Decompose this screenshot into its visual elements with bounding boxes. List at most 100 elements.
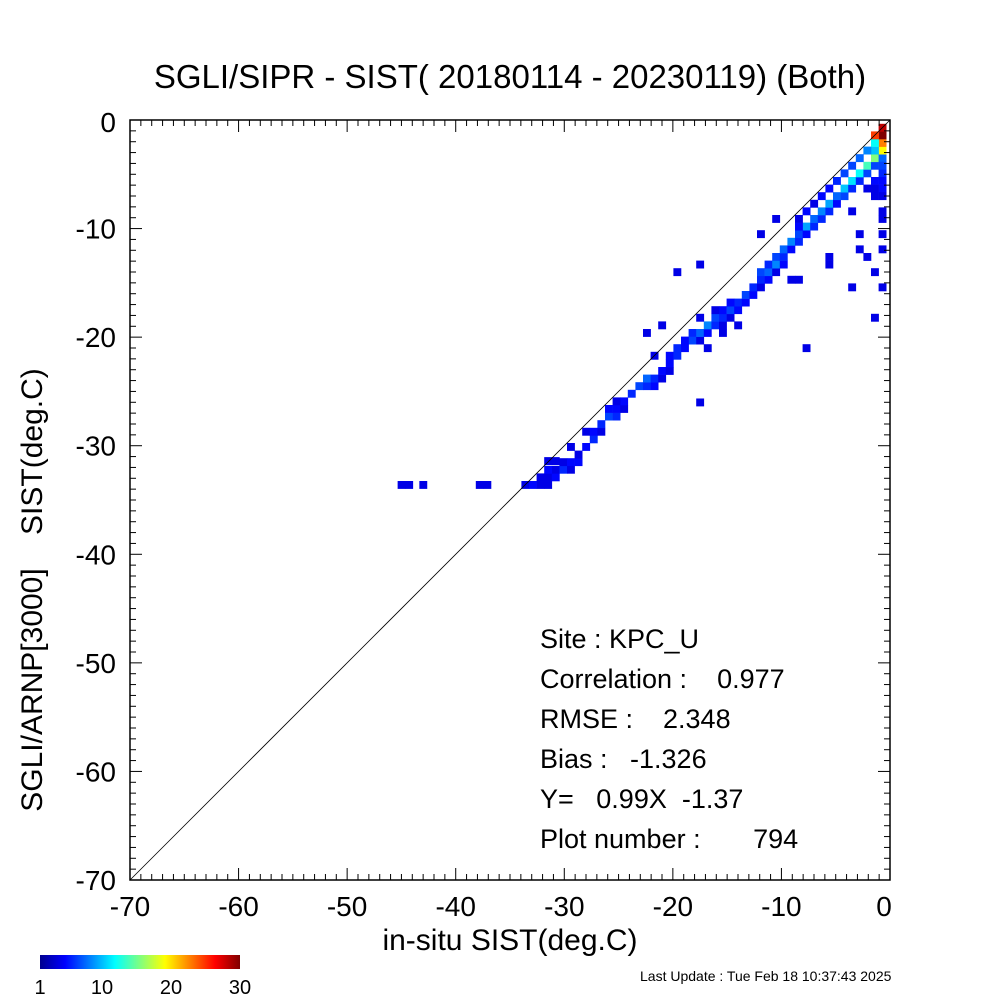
heatmap-cell xyxy=(871,146,879,155)
heatmap-cell xyxy=(544,481,553,489)
y-tick-label: -40 xyxy=(76,539,116,570)
heatmap-cell xyxy=(878,245,887,254)
heatmap-cell xyxy=(419,481,428,489)
heatmap-cell xyxy=(627,389,636,398)
colorbar-tick-label: 1 xyxy=(34,977,45,999)
heatmap-cell xyxy=(605,405,613,413)
heatmap-cell xyxy=(605,412,613,421)
heatmap-cell xyxy=(711,313,720,322)
x-tick-label: -10 xyxy=(761,891,801,922)
heatmap-cell xyxy=(635,382,644,391)
heatmap-cell xyxy=(612,397,621,406)
heatmap-cell xyxy=(665,359,674,368)
heatmap-cell xyxy=(848,184,857,193)
heatmap-cell xyxy=(741,298,750,307)
heatmap-cell xyxy=(658,374,667,383)
heatmap-cell xyxy=(817,192,826,201)
heatmap-cell xyxy=(878,169,887,178)
heatmap-cell xyxy=(696,313,705,322)
heatmap-cell xyxy=(574,458,583,467)
heatmap-cell xyxy=(802,344,811,353)
heatmap-cell xyxy=(787,237,796,246)
y-tick-label: 0 xyxy=(100,107,116,138)
last-update-text: Last Update : Tue Feb 18 10:37:43 2025 xyxy=(640,968,892,984)
heatmap-cell xyxy=(855,177,864,185)
heatmap-cell xyxy=(673,344,682,353)
heatmap-cell xyxy=(757,283,765,292)
heatmap-cell xyxy=(840,192,849,201)
heatmap-cell xyxy=(855,169,864,178)
y-tick-label: -50 xyxy=(76,648,116,679)
heatmap-cell xyxy=(772,260,781,269)
heatmap-cell xyxy=(833,199,841,208)
heatmap-cell xyxy=(779,253,788,261)
heatmap-cell xyxy=(397,481,406,489)
stat-plot-number: Plot number : 794 xyxy=(540,824,798,854)
heatmap-cell xyxy=(772,268,781,277)
heatmap-cell xyxy=(719,306,727,315)
heatmap-cell xyxy=(559,458,568,467)
heatmap-cell xyxy=(855,154,864,163)
heatmap-cell xyxy=(612,412,621,421)
heatmap-cell xyxy=(749,283,758,292)
heatmap-cell xyxy=(681,336,689,345)
heatmap-cell xyxy=(772,215,781,223)
x-tick-label: 0 xyxy=(876,891,892,922)
heatmap-cell xyxy=(878,184,887,193)
stat-correlation: Correlation : 0.977 xyxy=(540,664,785,694)
heatmap-cell xyxy=(764,275,773,284)
heatmap-cell xyxy=(878,192,887,201)
stat-rmse: RMSE : 2.348 xyxy=(540,704,731,734)
heatmap-cell xyxy=(559,465,568,474)
heatmap-cell xyxy=(665,351,674,360)
heatmap-cell xyxy=(650,374,659,383)
heatmap-cell xyxy=(582,427,591,436)
heatmap-cell xyxy=(650,382,659,391)
heatmap-cell xyxy=(871,313,879,322)
heatmap-cell xyxy=(878,139,887,147)
heatmap-cell xyxy=(787,275,796,284)
heatmap-cell xyxy=(597,420,606,429)
heatmap-cell xyxy=(871,268,879,277)
heatmap-cell xyxy=(871,192,879,201)
stat-regression: Y= 0.99X -1.37 xyxy=(540,784,743,814)
heatmap-cell xyxy=(795,275,803,284)
heatmap-cell xyxy=(734,321,743,330)
x-tick-label: -60 xyxy=(218,891,258,922)
heatmap-cell xyxy=(787,245,796,254)
heatmap-cell xyxy=(589,427,598,436)
heatmap-cell xyxy=(582,443,591,451)
heatmap-cell xyxy=(779,260,788,269)
y-tick-label: -20 xyxy=(76,322,116,353)
heatmap-cell xyxy=(779,245,788,254)
heatmap-cell xyxy=(665,367,674,375)
heatmap-cell xyxy=(878,207,887,216)
heatmap-cell xyxy=(757,230,765,239)
heatmap-cell xyxy=(620,397,629,406)
heatmap-cell xyxy=(551,465,560,474)
y-tick-label: -70 xyxy=(76,865,116,896)
heatmap-cell xyxy=(764,268,773,277)
stat-bias: Bias : -1.326 xyxy=(540,744,707,774)
heatmap-cell xyxy=(772,253,781,261)
heatmap-cell xyxy=(749,291,758,299)
heatmap-cell xyxy=(719,313,727,322)
heatmap-cell xyxy=(703,329,712,337)
heatmap-cell xyxy=(878,161,887,170)
heatmap-cell xyxy=(848,177,857,185)
heatmap-cell xyxy=(795,215,803,223)
stats-box: Site : KPC_U Correlation : 0.977 RMSE : … xyxy=(540,624,798,854)
heatmap-cell xyxy=(719,329,727,337)
heatmap-cell xyxy=(871,161,879,170)
heatmap-cell xyxy=(848,283,857,292)
heatmap-cell xyxy=(544,473,553,482)
heatmap-cell xyxy=(612,405,621,413)
heatmap-cell xyxy=(863,169,872,178)
colorbar-tick-label: 20 xyxy=(160,977,182,999)
x-tick-label: -30 xyxy=(544,891,584,922)
heatmap-cell xyxy=(871,139,879,147)
heatmap-cell xyxy=(863,146,872,155)
heatmap-cell xyxy=(825,260,834,269)
heatmap-cell xyxy=(795,230,803,239)
heatmap-cell xyxy=(871,177,879,185)
